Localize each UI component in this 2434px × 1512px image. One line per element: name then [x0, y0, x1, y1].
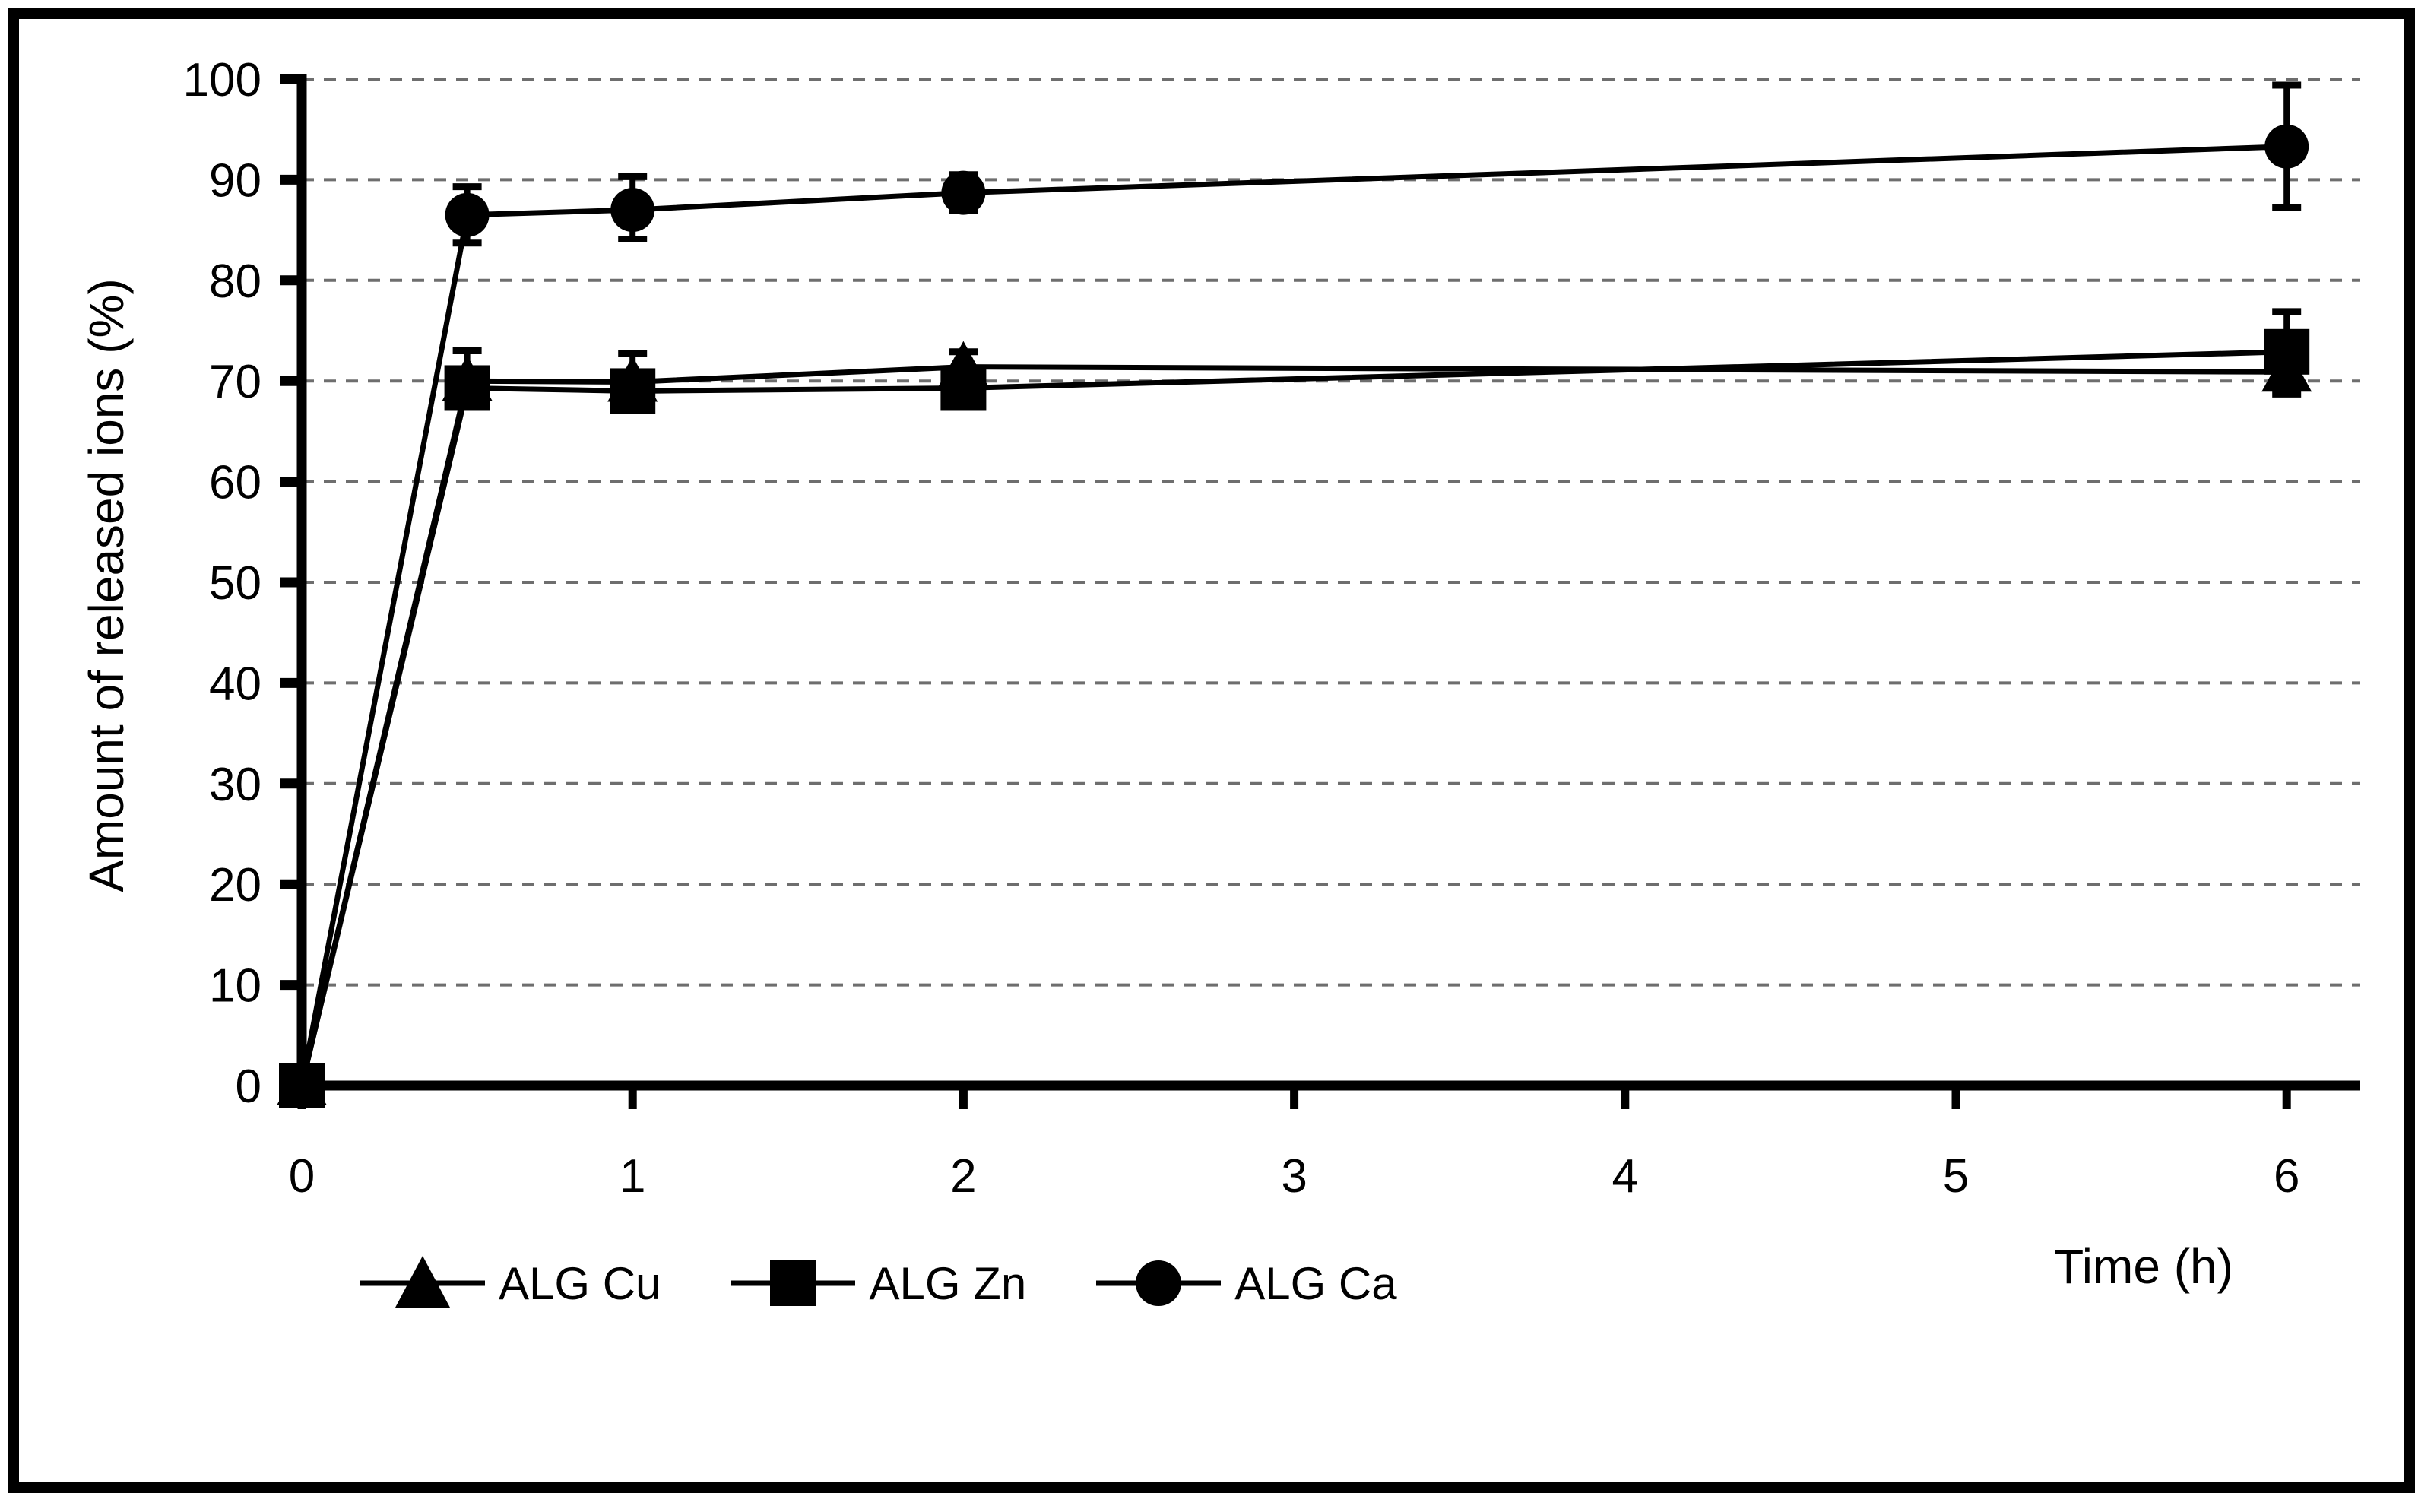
- y-tick-label: 100: [183, 54, 261, 106]
- circle-marker: [610, 188, 655, 233]
- y-tick-label: 50: [209, 557, 261, 610]
- y-tick-label: 70: [209, 356, 261, 408]
- series-line: [299, 349, 2287, 1086]
- legend-label: ALG Zn: [869, 1257, 1027, 1309]
- x-axis-title: Time (h): [2054, 1239, 2233, 1294]
- square-marker: [2264, 328, 2310, 375]
- circle-legend-icon: [1096, 1260, 1222, 1306]
- series-alg-zn: [279, 308, 2310, 1108]
- y-tick-label: 20: [209, 859, 261, 911]
- y-tick-label: 30: [209, 759, 261, 811]
- y-tick-label: 80: [209, 255, 261, 308]
- x-tick-label: 4: [1612, 1150, 1638, 1203]
- x-axis-ticks: 0 1 2 3 4 5 6: [289, 1086, 2299, 1203]
- square-marker: [940, 365, 987, 411]
- x-tick-label: 5: [1943, 1150, 1969, 1203]
- legend-label: ALG Ca: [1234, 1257, 1397, 1309]
- circle-marker: [445, 192, 490, 237]
- series-line: [299, 364, 2287, 1086]
- square-marker: [444, 365, 490, 411]
- legend-item-alg-zn: ALG Zn: [727, 1253, 1026, 1314]
- x-tick-label: 2: [950, 1150, 976, 1203]
- series-alg-cu: [277, 341, 2312, 1105]
- series-line: [299, 144, 2287, 1086]
- y-tick-label: 40: [209, 658, 261, 710]
- square-legend-icon: [731, 1260, 856, 1306]
- legend: ALG Cu ALG Zn ALG Ca: [357, 1253, 1397, 1314]
- y-tick-label: 60: [209, 457, 261, 509]
- circle-marker: [941, 170, 986, 215]
- gridlines: [302, 78, 2360, 987]
- x-tick-label: 6: [2274, 1150, 2299, 1203]
- series-alg-ca: [280, 81, 2309, 1108]
- y-axis-ticks: 0 10 20 30 40 50 60 70 80 90 100: [183, 54, 302, 1113]
- legend-label: ALG Cu: [499, 1257, 661, 1309]
- x-tick-label: 1: [620, 1150, 645, 1203]
- legend-item-alg-ca: ALG Ca: [1093, 1253, 1397, 1314]
- y-tick-label: 90: [209, 154, 261, 207]
- y-tick-label: 10: [209, 960, 261, 1013]
- square-marker: [610, 368, 656, 414]
- x-tick-label: 0: [289, 1150, 315, 1203]
- triangle-legend-icon: [360, 1256, 485, 1308]
- y-tick-label: 0: [236, 1060, 261, 1113]
- circle-marker: [2264, 124, 2309, 169]
- x-tick-label: 3: [1281, 1150, 1307, 1203]
- legend-item-alg-cu: ALG Cu: [357, 1253, 661, 1314]
- y-axis-title: Amount of released ions (%): [79, 278, 134, 892]
- circle-marker: [280, 1063, 324, 1108]
